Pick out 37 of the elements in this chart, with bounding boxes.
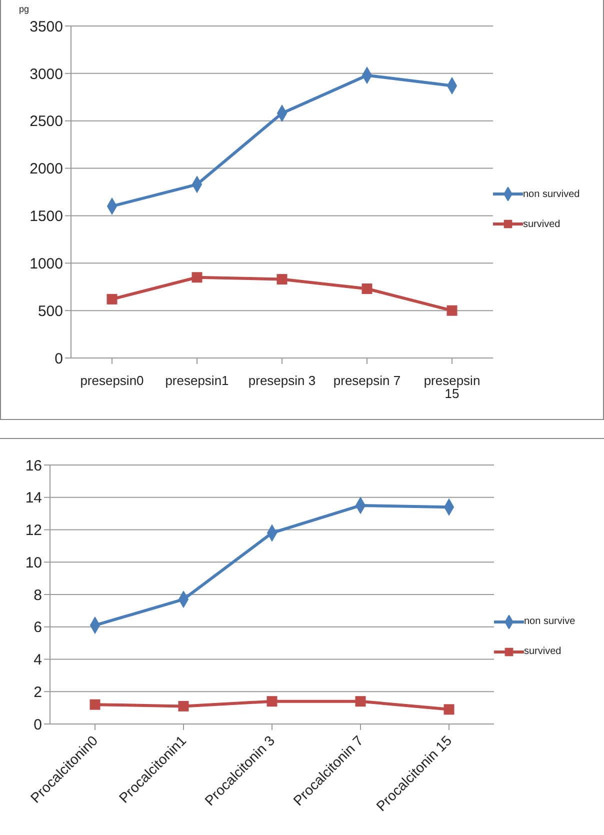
y-tick-label: 10 xyxy=(25,554,42,572)
x-tick-label: presepsin0 xyxy=(80,373,144,388)
point xyxy=(362,284,372,294)
y-tick-label: 1000 xyxy=(30,255,63,272)
point xyxy=(90,699,100,710)
x-tick-label: presepsin 15 xyxy=(424,373,480,402)
y-tick-label: 12 xyxy=(25,522,42,540)
point xyxy=(355,696,366,707)
point xyxy=(446,305,458,316)
y-tick-label: 6 xyxy=(34,619,42,636)
legend-label: survived xyxy=(524,646,562,657)
y-tick-label: 8 xyxy=(34,586,42,604)
y-tick-label: 14 xyxy=(25,490,42,507)
y-tick-label: 1500 xyxy=(30,208,63,226)
legend-label: non survived xyxy=(523,188,580,200)
y-tick-label: 2500 xyxy=(30,113,63,130)
point xyxy=(192,272,202,283)
x-tick-label: presepsin 3 xyxy=(248,373,316,388)
y-tick-label: 16 xyxy=(25,457,42,474)
x-tick-label: presepsin 7 xyxy=(333,373,401,388)
y-tick-label: 3000 xyxy=(30,66,63,83)
y-tick-label: 2 xyxy=(34,684,42,701)
point xyxy=(444,704,454,715)
y-tick-label: 2000 xyxy=(30,160,63,178)
y-tick-label: 0 xyxy=(54,350,63,368)
point xyxy=(106,294,118,304)
point xyxy=(276,274,288,285)
y-tick-label: 3500 xyxy=(30,18,63,36)
legend-label: non survive xyxy=(524,616,576,627)
y-axis-title: pg xyxy=(19,4,30,14)
y-tick-label: 4 xyxy=(34,652,42,669)
y-tick-label: 500 xyxy=(38,302,63,320)
y-tick-label: 0 xyxy=(34,716,42,734)
point xyxy=(266,696,278,707)
legend-label: survived xyxy=(523,218,560,230)
x-tick-label: presepsin1 xyxy=(165,373,229,388)
point xyxy=(178,700,189,712)
